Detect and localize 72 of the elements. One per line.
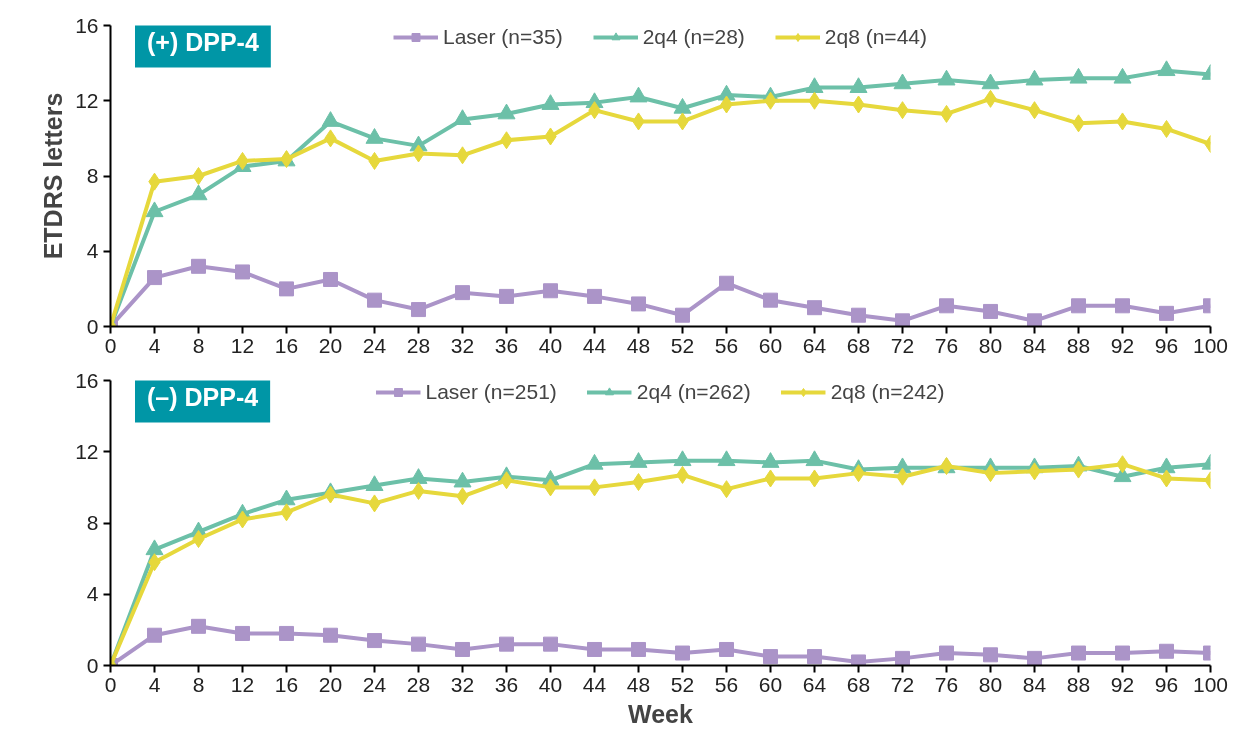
- x-tick-label: 48: [626, 672, 651, 696]
- x-tick-label: 68: [846, 333, 871, 357]
- x-tick-label: 12: [230, 333, 255, 357]
- x-tick-label: 48: [626, 333, 651, 357]
- x-tick-label: 44: [582, 672, 607, 696]
- x-tick-label: 32: [450, 672, 475, 696]
- x-tick-label: 12: [230, 672, 255, 696]
- x-tick-label: 0: [104, 333, 117, 357]
- legend-label: Laser (n=35): [443, 25, 563, 49]
- x-tick-label: 80: [978, 333, 1003, 357]
- x-tick-label: 24: [362, 672, 387, 696]
- x-tick-label: 56: [714, 672, 739, 696]
- x-tick-label: 16: [274, 672, 299, 696]
- x-tick-label: 100: [1192, 672, 1229, 696]
- x-tick-label: 84: [1022, 672, 1047, 696]
- y-tick-label: 8: [86, 511, 99, 534]
- x-tick-label: 64: [802, 672, 827, 696]
- x-tick-label: 52: [670, 333, 695, 357]
- x-tick-label: 52: [670, 672, 695, 696]
- y-tick-label: 0: [86, 314, 99, 338]
- x-tick-label: 60: [758, 672, 783, 696]
- x-tick-label: 4: [148, 672, 161, 696]
- x-tick-label: 100: [1192, 333, 1229, 357]
- y-tick-label: 8: [86, 164, 99, 187]
- x-tick-label: 8: [192, 672, 205, 696]
- x-tick-label: 80: [978, 672, 1003, 696]
- y-axis-title: ETDRS letters: [39, 92, 68, 260]
- x-tick-label: 20: [318, 672, 343, 696]
- x-tick-label: 68: [846, 672, 871, 696]
- y-tick-label: 0: [86, 653, 99, 677]
- x-tick-label: 36: [494, 333, 519, 357]
- chart-title: (–) DPP-4: [147, 382, 259, 411]
- x-tick-label: 36: [494, 672, 519, 696]
- x-tick-label: 72: [890, 333, 915, 357]
- x-tick-label: 28: [406, 672, 431, 696]
- legend-label: 2q8 (n=242): [830, 380, 945, 404]
- x-tick-label: 40: [538, 333, 563, 357]
- x-tick-label: 76: [934, 672, 959, 696]
- x-axis-title: Week: [628, 699, 694, 728]
- x-tick-label: 28: [406, 333, 431, 357]
- x-tick-label: 64: [802, 333, 827, 357]
- legend-label: Laser (n=251): [425, 380, 557, 404]
- x-tick-label: 4: [148, 333, 161, 357]
- legend-label: 2q4 (n=28): [642, 25, 745, 49]
- legend-label: 2q8 (n=44): [824, 25, 927, 49]
- x-tick-label: 44: [582, 333, 607, 357]
- y-tick-label: 16: [75, 368, 99, 392]
- chart-title: (+) DPP-4: [147, 27, 259, 56]
- y-tick-label: 4: [86, 239, 99, 263]
- y-tick-label: 4: [86, 582, 99, 606]
- x-tick-label: 40: [538, 672, 563, 696]
- x-tick-label: 92: [1110, 672, 1135, 696]
- x-tick-label: 56: [714, 333, 739, 357]
- x-tick-label: 60: [758, 333, 783, 357]
- y-tick-label: 12: [75, 88, 99, 112]
- x-tick-label: 76: [934, 333, 959, 357]
- x-tick-label: 88: [1066, 672, 1091, 696]
- y-tick-label: 12: [75, 439, 99, 463]
- x-tick-label: 84: [1022, 333, 1047, 357]
- x-tick-label: 92: [1110, 333, 1135, 357]
- x-tick-label: 96: [1154, 333, 1179, 357]
- x-tick-label: 16: [274, 333, 299, 357]
- x-tick-label: 20: [318, 333, 343, 357]
- x-tick-label: 72: [890, 672, 915, 696]
- legend-label: 2q4 (n=262): [636, 380, 751, 404]
- x-tick-label: 0: [104, 672, 117, 696]
- x-tick-label: 24: [362, 333, 387, 357]
- x-tick-label: 8: [192, 333, 205, 357]
- x-tick-label: 32: [450, 333, 475, 357]
- y-tick-label: 16: [75, 13, 99, 37]
- x-tick-label: 96: [1154, 672, 1179, 696]
- x-tick-label: 88: [1066, 333, 1091, 357]
